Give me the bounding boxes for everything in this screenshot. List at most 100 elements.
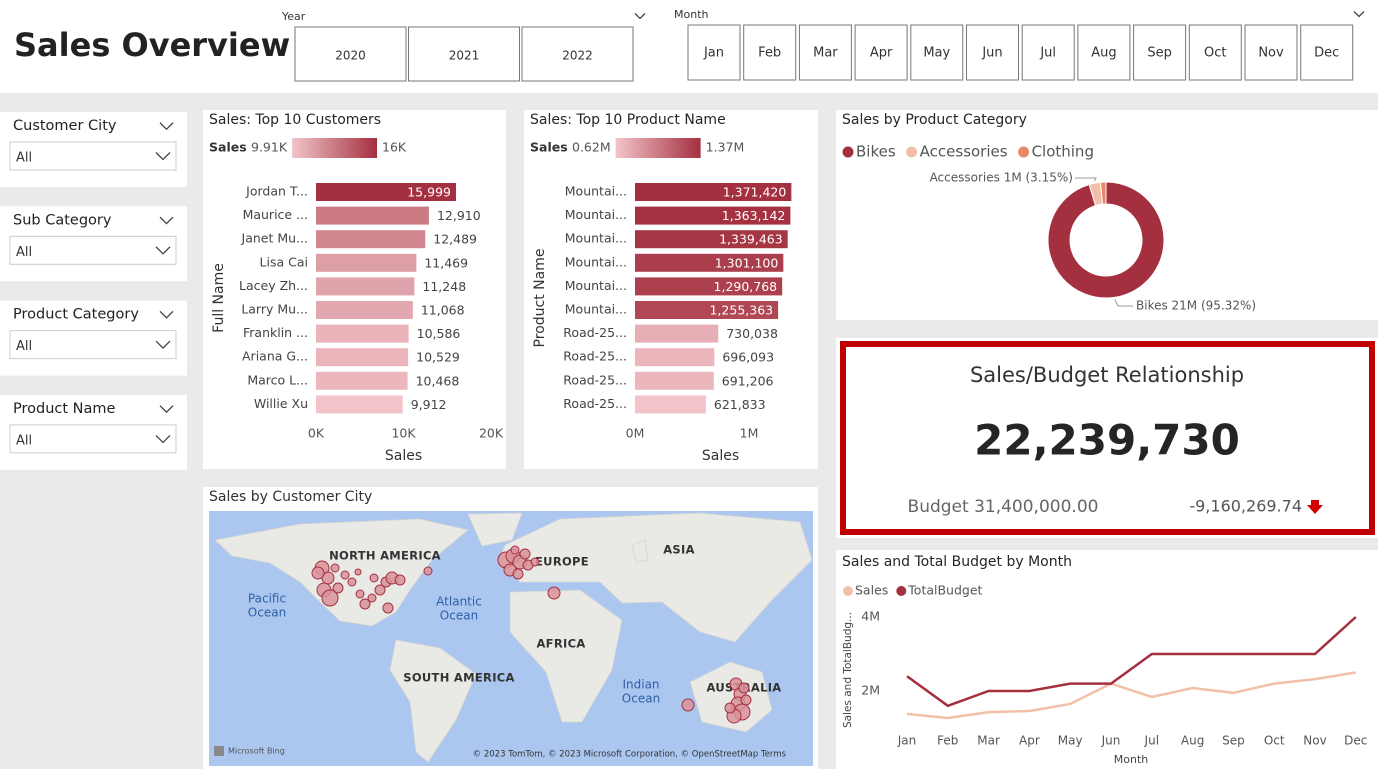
city-bubble[interactable] xyxy=(547,586,561,600)
legend-max: 1.37M xyxy=(706,140,745,155)
city-bubble[interactable] xyxy=(332,582,344,594)
city-bubble[interactable] xyxy=(330,563,340,573)
ocean-label: Ocean xyxy=(622,692,660,706)
y-tick-label: Willie Xu xyxy=(254,396,308,411)
data-label: 10,586 xyxy=(417,326,461,341)
city-bubble[interactable] xyxy=(512,568,524,580)
dropdown-value: All xyxy=(16,151,32,166)
legend-min: 9.91K xyxy=(251,140,288,155)
ocean-label: Pacific xyxy=(248,592,286,606)
city-bubble[interactable] xyxy=(740,694,752,706)
y-tick-label: Lacey Zh... xyxy=(239,278,308,293)
bar xyxy=(635,371,714,390)
city-bubble[interactable] xyxy=(519,548,531,560)
city-bubble[interactable] xyxy=(355,589,365,599)
bing-logo xyxy=(214,746,224,756)
x-tick-label: Jun xyxy=(1101,734,1121,748)
city-bubble[interactable] xyxy=(423,566,433,576)
slicer-option: Feb xyxy=(758,46,781,61)
y-tick-label: 2M xyxy=(861,683,880,698)
dropdown[interactable] xyxy=(9,235,177,265)
slicer-button[interactable] xyxy=(854,24,908,81)
city-bubble[interactable] xyxy=(311,566,325,580)
slicer-button[interactable] xyxy=(521,26,634,82)
slicer-button[interactable] xyxy=(1188,24,1242,81)
filter-label: Sub Category xyxy=(13,212,112,228)
city-bubble[interactable] xyxy=(382,602,394,614)
y-tick-label: Road-25... xyxy=(563,372,627,387)
slicer-button[interactable] xyxy=(798,24,852,81)
leader-line xyxy=(1075,177,1097,182)
y-tick-label: Ariana G... xyxy=(242,349,308,364)
slicer-label: Month xyxy=(674,8,709,21)
slicer-option: 2022 xyxy=(562,49,593,63)
x-tick-label: Oct xyxy=(1264,734,1285,748)
x-tick-label: Sep xyxy=(1222,734,1245,748)
slicer-button[interactable] xyxy=(1133,24,1187,81)
ocean-label: Indian xyxy=(622,678,659,692)
slicer-button[interactable] xyxy=(1244,24,1298,81)
legend-marker xyxy=(842,146,854,158)
slicer-button[interactable] xyxy=(910,24,964,81)
kpi-value: 22,239,730 xyxy=(974,416,1240,465)
y-axis-title: Product Name xyxy=(532,249,548,348)
slicer-button[interactable] xyxy=(1077,24,1131,81)
y-tick-label: Mountai... xyxy=(565,231,627,246)
data-label: 1,363,142 xyxy=(722,208,786,223)
legend-label: Sales xyxy=(209,140,247,155)
slicer-button[interactable] xyxy=(294,26,407,82)
slicer-button[interactable] xyxy=(743,24,797,81)
data-label: 10,468 xyxy=(416,373,460,388)
bar xyxy=(316,206,429,225)
dropdown[interactable] xyxy=(9,141,177,171)
slicer-button[interactable] xyxy=(1021,24,1075,81)
donut-slice xyxy=(1099,181,1107,205)
city-bubble[interactable] xyxy=(738,682,750,694)
filter-label: Product Name xyxy=(13,401,116,417)
x-axis-title: Sales xyxy=(385,448,422,464)
legend-entry: Clothing xyxy=(1032,143,1094,161)
region-label: AFRICA xyxy=(536,637,585,651)
map-copyright: © 2023 TomTom, © 2023 Microsoft Corporat… xyxy=(473,750,787,760)
city-bubble[interactable] xyxy=(354,568,362,576)
data-label: 1,371,420 xyxy=(723,185,787,200)
y-tick-label: Lisa Cai xyxy=(260,254,308,269)
bar xyxy=(316,253,417,272)
slicer-button[interactable] xyxy=(408,26,520,82)
city-bubble[interactable] xyxy=(374,584,386,596)
city-bubble[interactable] xyxy=(367,593,377,603)
x-tick-label: Jul xyxy=(1144,734,1159,748)
city-bubble[interactable] xyxy=(530,557,540,567)
data-label: 696,093 xyxy=(722,350,774,365)
city-bubble[interactable] xyxy=(347,577,357,587)
city-bubble[interactable] xyxy=(724,702,736,714)
bar xyxy=(635,253,784,272)
city-bubble[interactable] xyxy=(394,574,406,586)
slicer-option: May xyxy=(923,46,950,61)
kpi-budget: Budget 31,400,000.00 xyxy=(908,497,1099,517)
slicer-button[interactable] xyxy=(966,24,1019,81)
y-tick-label: Janet Mu... xyxy=(241,231,308,246)
slicer-button[interactable] xyxy=(687,24,741,81)
slicer-option: Dec xyxy=(1314,46,1339,61)
dropdown-value: All xyxy=(16,433,32,448)
slicer-option: Apr xyxy=(870,46,893,61)
data-label: 1,339,463 xyxy=(719,232,783,247)
bar xyxy=(635,277,783,296)
chevron-icon xyxy=(159,122,174,131)
x-tick-label: Jan xyxy=(897,734,917,748)
land xyxy=(497,512,813,643)
city-bubble[interactable] xyxy=(369,573,379,583)
x-tick-label: 0M xyxy=(626,426,645,441)
city-bubble[interactable] xyxy=(681,698,695,712)
city-bubble[interactable] xyxy=(359,598,371,610)
city-bubble[interactable] xyxy=(321,589,339,607)
data-label: 691,206 xyxy=(722,373,774,388)
slicer-option: Jan xyxy=(703,46,724,61)
city-bubble[interactable] xyxy=(340,570,350,580)
dropdown[interactable] xyxy=(9,330,177,360)
bar xyxy=(316,324,409,343)
dropdown[interactable] xyxy=(9,424,177,454)
slicer-button[interactable] xyxy=(1300,24,1354,81)
city-bubble[interactable] xyxy=(510,545,520,555)
